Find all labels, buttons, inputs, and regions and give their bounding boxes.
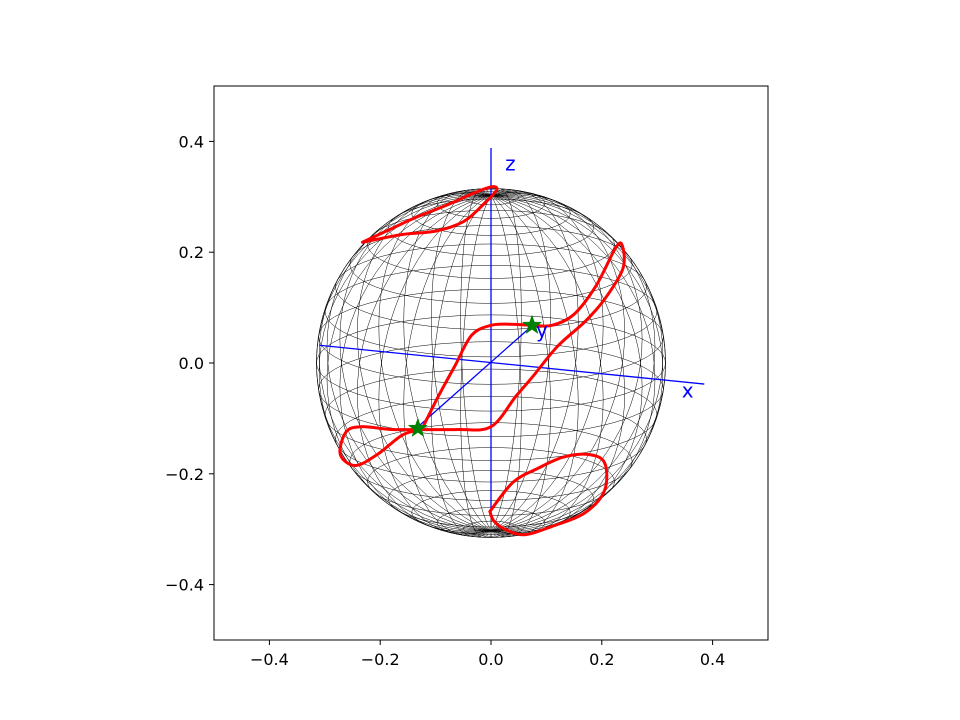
trajectory-line xyxy=(338,241,626,467)
sphere-longitude-line xyxy=(490,191,604,531)
sphere-longitude-line xyxy=(490,193,643,531)
y-tick-label: −0.2 xyxy=(165,465,204,484)
sphere-longitude-line xyxy=(490,194,656,531)
trajectory-curves xyxy=(338,185,626,537)
x-axis-3d-label: x xyxy=(682,379,694,403)
y-axis-3d-line xyxy=(415,324,533,429)
cartesian-axes-labels: x y z xyxy=(505,152,694,403)
sphere-longitude-line xyxy=(403,195,492,537)
sphere-longitude-line xyxy=(378,191,492,531)
sphere-longitude-line xyxy=(460,188,492,531)
y-tick-label: 0.2 xyxy=(179,243,204,262)
cartesian-axes-3d xyxy=(319,148,705,513)
star-marker xyxy=(521,314,543,335)
x-tick-label: −0.2 xyxy=(361,650,400,669)
sphere-longitude-line xyxy=(490,189,551,531)
sphere-longitude-line xyxy=(490,195,664,532)
sphere-longitude-line xyxy=(339,193,492,531)
sphere-longitude-line xyxy=(326,195,492,532)
trajectory-line xyxy=(488,452,609,537)
y-tick-label: 0.0 xyxy=(179,354,204,373)
sphere-longitude-line xyxy=(318,194,492,531)
sphere-longitude-line xyxy=(490,195,666,531)
y-tick-label: 0.4 xyxy=(179,132,204,151)
trajectory-line xyxy=(360,185,499,244)
x-tick-label: 0.4 xyxy=(700,650,725,669)
sphere-longitude-line xyxy=(378,195,492,535)
sphere-longitude-line xyxy=(316,195,492,531)
sphere-longitude-line xyxy=(357,192,492,531)
sphere-longitude-line xyxy=(460,195,492,538)
x-tick-label: 0.0 xyxy=(478,650,503,669)
sphere-longitude-line xyxy=(490,189,579,531)
sphere-wireframe xyxy=(316,188,666,538)
axis-ticks: −0.4 −0.2 0.0 0.2 0.4 −0.4 −0.2 0.0 0.2 … xyxy=(165,132,725,669)
sphere-longitude-line xyxy=(339,195,492,533)
sphere-longitude-line xyxy=(490,188,522,531)
sphere-longitude-line xyxy=(490,195,522,538)
y-axis-3d-label: y xyxy=(536,318,548,342)
y-tick-label: −0.4 xyxy=(165,576,204,595)
state-markers xyxy=(407,314,543,438)
sphere-longitude-line xyxy=(490,194,664,531)
x-tick-label: −0.4 xyxy=(250,650,289,669)
sphere-longitude-line xyxy=(490,195,604,535)
x-axis-3d-line xyxy=(319,344,705,385)
star-marker xyxy=(407,417,429,438)
sphere-longitude-line xyxy=(490,192,625,531)
z-axis-3d-label: z xyxy=(505,152,516,176)
x-tick-label: 0.2 xyxy=(589,650,614,669)
